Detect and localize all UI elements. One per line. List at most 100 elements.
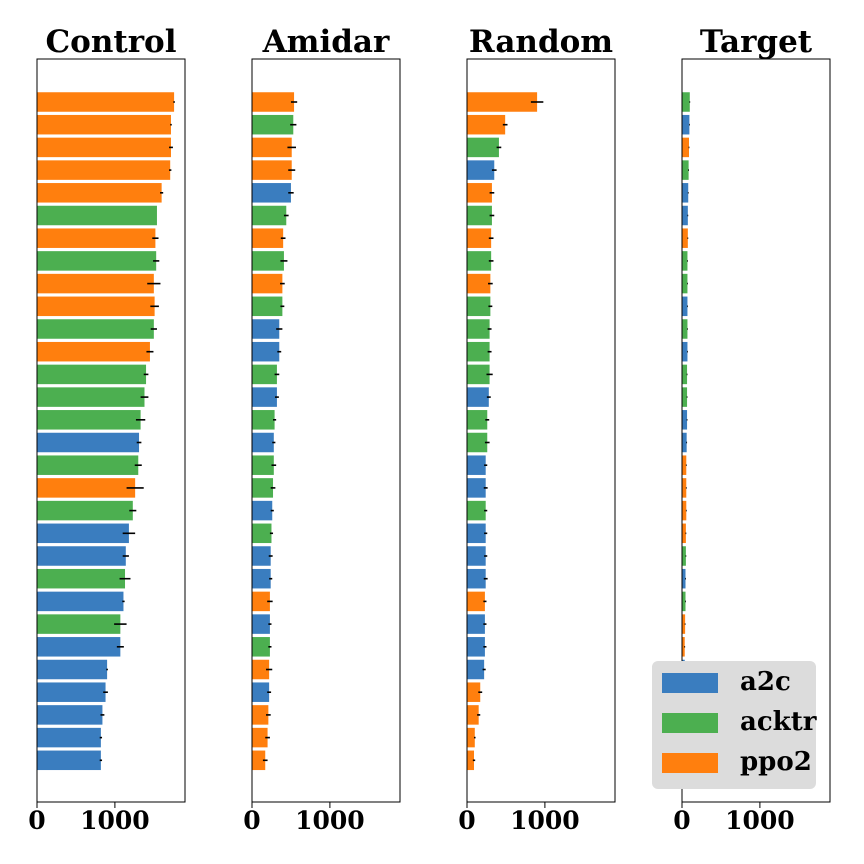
bar-target-5 [682, 183, 689, 203]
legend-item-ppo2: ppo2 [662, 747, 812, 777]
bar-amidar-30 [252, 750, 266, 771]
bar-control-14 [37, 387, 145, 407]
bar-target-3 [682, 137, 690, 158]
bar-amidar-22 [252, 568, 271, 589]
panel-title-control: Control [46, 24, 177, 60]
x-tick-label-random-0: 0 [458, 806, 475, 835]
bar-random-23 [467, 591, 485, 612]
bar-target-8 [682, 251, 688, 271]
bar-control-9 [37, 273, 154, 294]
bar-random-12 [467, 341, 490, 362]
bar-amidar-29 [252, 727, 268, 748]
bar-amidar-18 [252, 478, 274, 498]
x-tick-label-amidar-0: 0 [243, 806, 260, 835]
bar-random-22 [467, 568, 486, 589]
bar-random-8 [467, 251, 492, 271]
bar-amidar-1 [252, 92, 295, 112]
bar-target-10 [682, 296, 688, 317]
bar-control-23 [37, 591, 124, 612]
x-tick-label-target-0: 0 [673, 806, 690, 835]
bar-amidar-4 [252, 160, 292, 180]
bar-control-8 [37, 251, 157, 271]
bar-target-20 [682, 523, 686, 544]
bar-amidar-20 [252, 523, 272, 544]
legend-item-a2c: a2c [662, 667, 812, 697]
bar-control-2 [37, 114, 171, 135]
bar-amidar-25 [252, 637, 270, 657]
bar-random-15 [467, 410, 488, 430]
bar-random-16 [467, 432, 488, 453]
bar-random-10 [467, 296, 491, 317]
bar-target-23 [682, 591, 686, 612]
bar-target-2 [682, 114, 690, 135]
bar-random-28 [467, 705, 479, 725]
bar-random-3 [467, 137, 499, 158]
legend-swatch-acktr [662, 713, 718, 733]
bar-control-7 [37, 228, 156, 248]
x-tick-label-random-1: 1000 [510, 806, 580, 835]
bar-random-2 [467, 114, 506, 135]
bar-amidar-21 [252, 546, 271, 566]
bar-random-25 [467, 637, 485, 657]
bar-control-18 [37, 478, 136, 498]
bar-amidar-8 [252, 251, 284, 271]
bar-control-17 [37, 455, 139, 475]
bar-random-20 [467, 523, 486, 544]
bar-amidar-7 [252, 228, 284, 248]
panel-title-target: Target [700, 24, 813, 60]
bar-amidar-11 [252, 319, 280, 339]
bar-control-22 [37, 568, 126, 589]
legend-label-acktr: acktr [740, 707, 817, 737]
bar-random-13 [467, 364, 490, 385]
bar-random-17 [467, 455, 486, 475]
bar-target-12 [682, 341, 688, 362]
bar-target-24 [682, 614, 686, 634]
bar-target-15 [682, 410, 688, 430]
bar-control-3 [37, 137, 171, 158]
axes-frame-target [681, 58, 831, 803]
bar-random-30 [467, 750, 475, 771]
bar-control-26 [37, 659, 108, 680]
bar-amidar-13 [252, 364, 277, 385]
bar-random-29 [467, 727, 475, 748]
bar-random-4 [467, 160, 495, 180]
bar-control-11 [37, 319, 154, 339]
x-tick-label-target-1: 1000 [725, 806, 795, 835]
bar-target-1 [682, 92, 690, 112]
bar-target-6 [682, 205, 688, 226]
bar-random-19 [467, 500, 486, 521]
bar-amidar-3 [252, 137, 292, 158]
bar-target-21 [682, 546, 686, 566]
bar-random-14 [467, 387, 489, 407]
bar-control-1 [37, 92, 175, 112]
bar-target-22 [682, 568, 686, 589]
bar-amidar-15 [252, 410, 275, 430]
bar-random-7 [467, 228, 492, 248]
legend-label-ppo2: ppo2 [740, 747, 812, 777]
bar-target-19 [682, 500, 687, 521]
bar-control-6 [37, 205, 157, 226]
bar-amidar-26 [252, 659, 270, 680]
bar-target-16 [682, 432, 687, 453]
legend-label-a2c: a2c [740, 667, 791, 697]
bar-amidar-24 [252, 614, 270, 634]
bar-random-18 [467, 478, 486, 498]
bar-random-11 [467, 319, 490, 339]
bar-control-19 [37, 500, 133, 521]
bar-target-11 [682, 319, 688, 339]
bar-control-5 [37, 183, 162, 203]
legend: a2c acktr ppo2 [652, 661, 816, 789]
axes-frame-random [466, 58, 616, 803]
bar-target-17 [682, 455, 687, 475]
axes-frame-amidar [251, 58, 401, 803]
bar-control-24 [37, 614, 121, 634]
bar-random-21 [467, 546, 486, 566]
bar-control-20 [37, 523, 129, 544]
bar-amidar-10 [252, 296, 283, 317]
bar-control-28 [37, 705, 103, 725]
bar-control-15 [37, 410, 141, 430]
bar-random-9 [467, 273, 491, 294]
bar-control-21 [37, 546, 126, 566]
x-tick-label-control-0: 0 [28, 806, 45, 835]
